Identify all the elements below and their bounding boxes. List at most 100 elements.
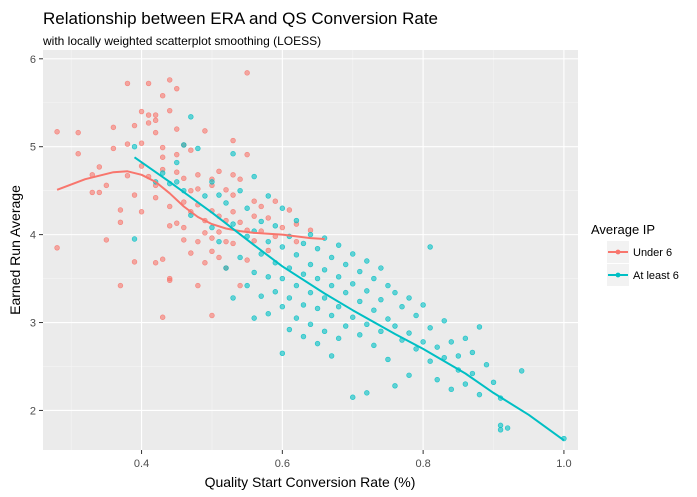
point-under-6 (138, 108, 145, 115)
y-axis-title: Earned Run Average (7, 185, 23, 315)
y-tick-label: 5 (30, 142, 36, 154)
point-at-least-6 (223, 200, 229, 206)
point-at-least-6 (385, 356, 391, 363)
point-under-6 (159, 93, 166, 99)
point-at-least-6 (265, 311, 271, 317)
point-at-least-6 (462, 381, 469, 387)
point-under-6 (181, 237, 187, 243)
point-under-6 (251, 213, 257, 219)
point-at-least-6 (364, 321, 370, 327)
point-at-least-6 (392, 383, 398, 389)
point-at-least-6 (406, 295, 412, 301)
point-under-6 (195, 172, 201, 178)
point-at-least-6 (350, 314, 356, 320)
point-under-6 (152, 117, 159, 124)
point-at-least-6 (504, 425, 511, 431)
point-under-6 (244, 257, 250, 263)
minor-gridlines (43, 50, 578, 450)
point-at-least-6 (476, 324, 483, 330)
point-at-least-6 (286, 295, 293, 301)
point-under-6 (174, 85, 180, 92)
point-under-6 (131, 192, 138, 198)
point-at-least-6 (469, 370, 476, 377)
point-at-least-6 (342, 289, 349, 296)
point-under-6 (181, 175, 187, 182)
point-at-least-6 (413, 346, 419, 352)
point-under-6 (145, 120, 152, 126)
points-layer (54, 70, 567, 442)
point-at-least-6 (392, 289, 398, 296)
point-under-6 (265, 247, 271, 254)
point-under-6 (265, 215, 271, 221)
y-tick-label: 4 (30, 230, 36, 242)
smooth-line-at-least-6 (133, 156, 565, 442)
point-under-6 (230, 172, 236, 178)
point-at-least-6 (230, 151, 236, 157)
point-at-least-6 (258, 218, 264, 225)
point-under-6 (124, 80, 131, 87)
x-axis-ticks: 0.4 0.6 0.8 1.0 (134, 450, 572, 470)
point-under-6 (216, 229, 222, 235)
x-tick-label: 0.6 (275, 458, 290, 470)
point-at-least-6 (244, 205, 250, 211)
point-under-6 (202, 128, 208, 134)
point-under-6 (145, 80, 152, 87)
point-under-6 (272, 198, 279, 204)
point-under-6 (89, 189, 95, 196)
point-under-6 (286, 207, 293, 213)
point-under-6 (209, 235, 215, 241)
point-under-6 (167, 203, 173, 210)
point-under-6 (167, 107, 173, 114)
point-under-6 (138, 163, 145, 169)
y-tick-label: 2 (30, 405, 36, 417)
point-at-least-6 (272, 289, 279, 295)
point-at-least-6 (251, 315, 257, 321)
point-under-6 (195, 238, 201, 245)
point-under-6 (237, 176, 243, 182)
point-at-least-6 (279, 304, 286, 310)
point-under-6 (230, 192, 236, 198)
point-at-least-6 (159, 170, 166, 176)
point-at-least-6 (328, 312, 335, 319)
point-at-least-6 (279, 244, 286, 250)
x-tick-label: 0.8 (415, 458, 430, 470)
point-under-6 (117, 282, 124, 289)
point-under-6 (181, 224, 187, 231)
point-at-least-6 (174, 179, 180, 185)
point-at-least-6 (300, 333, 307, 340)
point-at-least-6 (371, 307, 377, 313)
point-at-least-6 (427, 244, 433, 250)
point-at-least-6 (131, 144, 138, 150)
point-under-6 (216, 254, 222, 261)
point-at-least-6 (476, 391, 483, 398)
point-under-6 (167, 77, 173, 83)
point-at-least-6 (364, 288, 370, 294)
point-at-least-6 (392, 323, 398, 329)
point-at-least-6 (321, 267, 328, 273)
point-at-least-6 (441, 318, 447, 324)
point-at-least-6 (293, 315, 300, 321)
point-under-6 (209, 248, 215, 255)
point-at-least-6 (406, 330, 412, 336)
point-at-least-6 (209, 224, 215, 231)
point-under-6 (159, 256, 166, 262)
point-at-least-6 (364, 390, 370, 396)
point-at-least-6 (357, 332, 363, 338)
x-tick-label: 1.0 (556, 458, 571, 470)
point-under-6 (145, 112, 152, 118)
point-under-6 (152, 194, 159, 201)
x-axis-title: Quality Start Conversion Rate (%) (205, 474, 416, 490)
point-at-least-6 (518, 368, 525, 374)
point-at-least-6 (399, 304, 405, 310)
point-at-least-6 (434, 376, 440, 383)
point-at-least-6 (237, 254, 243, 261)
point-under-6 (279, 224, 286, 231)
point-at-least-6 (385, 282, 391, 289)
point-under-6 (117, 207, 124, 213)
point-under-6 (188, 147, 194, 153)
point-under-6 (237, 282, 243, 289)
chart-subtitle: with locally weighted scatterplot smooth… (42, 34, 321, 48)
chart-title: Relationship between ERA and QS Conversi… (43, 9, 438, 28)
point-under-6 (138, 209, 145, 215)
point-under-6 (152, 260, 159, 266)
